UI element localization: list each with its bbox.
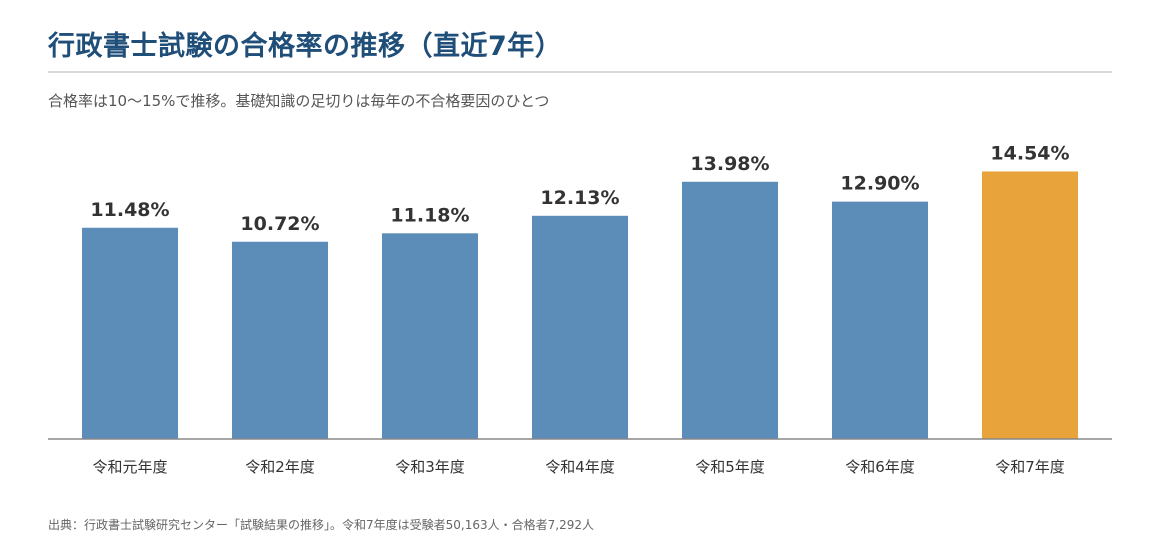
value-label-4: 12.13% (540, 187, 619, 209)
bar-4 (532, 215, 628, 439)
title-divider (48, 71, 1112, 73)
bars-layer (82, 171, 1078, 440)
value-label-2: 10.72% (240, 213, 319, 235)
bar-6 (832, 201, 928, 439)
value-label-5: 13.98% (690, 153, 769, 175)
value-label-7: 14.54% (990, 142, 1069, 164)
category-label-3: 令和3年度 (395, 458, 465, 476)
category-label-6: 令和6年度 (845, 458, 915, 476)
source-note: 出典：行政書士試験研究センター「試験結果の推移」。令和7年度は受験者50,163… (48, 518, 594, 532)
chart-subtitle: 合格率は10〜15%で推移。基礎知識の足切りは毎年の不合格要因のひとつ (48, 92, 550, 110)
category-label-7: 令和7年度 (995, 458, 1065, 476)
bar-2 (232, 241, 328, 439)
value-label-3: 11.18% (390, 204, 469, 226)
bar-chart: 11.48% 10.72% 11.18% 12.13% 13.98% 12.90% 14.5… (48, 142, 1112, 476)
category-label-4: 令和4年度 (545, 458, 615, 476)
chart-title: 行政書士試験の合格率の推移（直近7年） (48, 31, 563, 62)
category-label-2: 令和2年度 (245, 458, 315, 476)
bar-3 (382, 233, 478, 439)
category-labels-layer: 令和元年度 令和2年度 令和3年度 令和4年度 令和5年度 令和6年度 令和7年度 (92, 458, 1064, 476)
category-label-5: 令和5年度 (695, 458, 765, 476)
value-label-6: 12.90% (840, 173, 919, 195)
bar-5 (682, 181, 778, 439)
category-label-1: 令和元年度 (92, 458, 167, 476)
bar-1 (82, 227, 178, 439)
bar-7 (982, 171, 1078, 440)
value-labels-layer: 11.48% 10.72% 11.18% 12.13% 13.98% 12.90% 14.5… (90, 142, 1069, 234)
value-label-1: 11.48% (90, 199, 169, 221)
